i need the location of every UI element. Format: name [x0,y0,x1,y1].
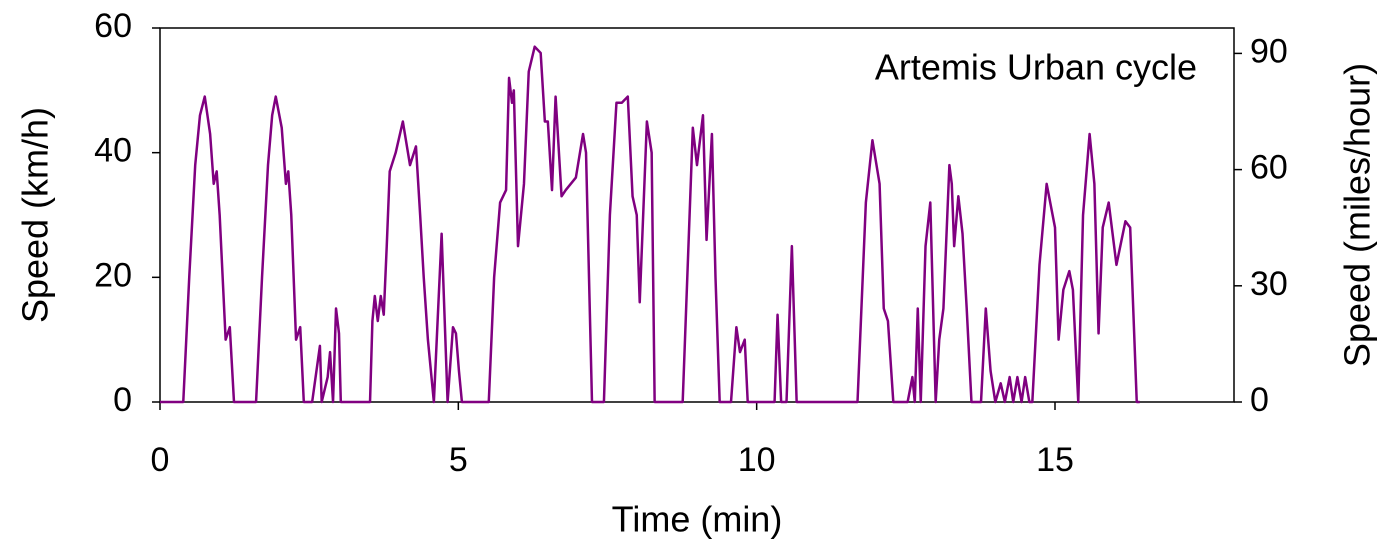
y-tick-label: 20 [94,256,132,294]
x-axis-label: Time (min) [612,499,783,540]
y-axis-label: Speed (km/h) [15,107,56,323]
y2-tick-label: 60 [1250,149,1288,187]
x-tick-label: 10 [738,441,776,479]
y2-tick-label: 0 [1250,381,1269,419]
annotation: Artemis Urban cycle [875,47,1197,88]
y-tick-label: 40 [94,132,132,170]
x-tick-label: 0 [151,441,170,479]
y2-tick-label: 30 [1250,265,1288,303]
y-tick-label: 60 [94,7,132,45]
plot-frame [159,27,1235,403]
y2-tick-label: 90 [1250,32,1288,70]
y2-axis-label: Speed (miles/hour) [1337,63,1378,367]
speed-line [160,45,1140,404]
x-tick-label: 15 [1036,441,1074,479]
y-tick-label: 0 [113,381,132,419]
x-tick-label: 5 [449,441,468,479]
